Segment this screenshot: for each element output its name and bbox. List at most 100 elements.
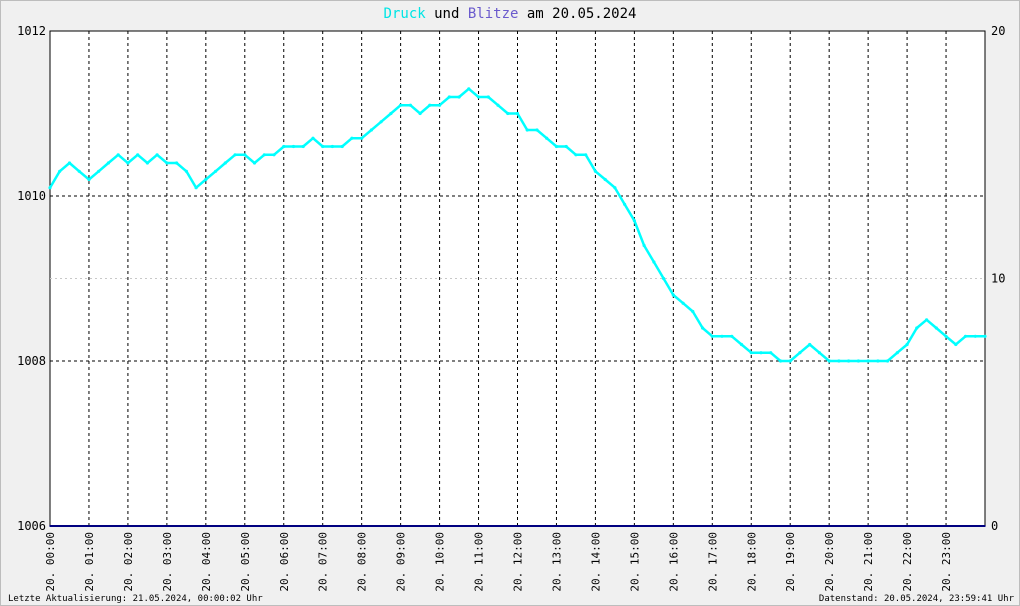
data-point-druck bbox=[954, 342, 958, 347]
data-point-druck bbox=[428, 103, 432, 107]
data-point-druck bbox=[48, 186, 52, 190]
chart-title: Druck und Blitze am 20.05.2024 bbox=[384, 6, 637, 22]
data-point-druck bbox=[681, 301, 685, 305]
x-tick-label: 20. 22:00 bbox=[901, 532, 914, 592]
data-point-druck bbox=[321, 144, 325, 149]
data-point-druck bbox=[77, 169, 81, 173]
data-point-druck bbox=[564, 144, 568, 149]
data-point-druck bbox=[671, 293, 675, 297]
x-tick-label: 20. 10:00 bbox=[434, 532, 447, 592]
data-point-druck bbox=[58, 169, 62, 173]
data-point-druck bbox=[662, 276, 666, 281]
data-point-druck bbox=[175, 161, 179, 165]
data-point-druck bbox=[642, 243, 646, 248]
data-point-druck bbox=[145, 161, 149, 165]
data-point-druck bbox=[798, 351, 802, 355]
data-point-druck bbox=[769, 351, 773, 355]
grid-lines bbox=[50, 31, 985, 526]
x-tick-label: 20. 23:00 bbox=[940, 532, 953, 592]
data-point-druck bbox=[739, 342, 744, 347]
title-part-3: am 20.05.2024 bbox=[518, 6, 636, 22]
data-point-druck bbox=[116, 153, 120, 157]
data-point-druck bbox=[730, 334, 734, 338]
data-point-druck bbox=[165, 161, 169, 165]
data-point-druck bbox=[749, 351, 753, 355]
y-right-tick-label: 10 bbox=[991, 272, 1005, 286]
data-point-druck bbox=[584, 153, 588, 157]
data-point-druck bbox=[973, 334, 977, 338]
data-point-druck bbox=[136, 153, 140, 157]
data-point-druck bbox=[272, 153, 276, 157]
data-point-druck bbox=[525, 128, 529, 132]
data-point-druck bbox=[496, 103, 500, 107]
data-point-druck bbox=[243, 153, 247, 157]
y-left-tick-label: 1006 bbox=[17, 519, 46, 533]
data-point-druck bbox=[963, 334, 968, 338]
data-point-druck bbox=[574, 153, 578, 157]
data-point-druck bbox=[438, 103, 442, 107]
data-point-druck bbox=[856, 359, 861, 363]
data-point-druck bbox=[194, 186, 198, 190]
data-point-druck bbox=[291, 144, 296, 149]
data-point-druck bbox=[330, 144, 334, 149]
data-point-blitze bbox=[49, 525, 51, 527]
footer-left: Letzte Aktualisierung: 21.05.2024, 00:00… bbox=[8, 594, 263, 604]
y-left-tick-label: 1008 bbox=[17, 354, 46, 368]
data-point-druck bbox=[301, 144, 305, 149]
data-point-druck bbox=[476, 95, 481, 99]
data-point-druck bbox=[360, 136, 364, 140]
x-tick-label: 20. 16:00 bbox=[667, 532, 680, 592]
title-part-1: und bbox=[426, 6, 468, 22]
data-point-druck bbox=[983, 334, 987, 338]
x-tick-label: 20. 09:00 bbox=[395, 532, 408, 592]
x-tick-label: 20. 12:00 bbox=[512, 532, 525, 592]
data-point-druck bbox=[340, 144, 344, 149]
data-point-druck bbox=[447, 95, 451, 99]
data-point-druck bbox=[379, 120, 383, 124]
x-tick-label: 20. 00:00 bbox=[44, 532, 57, 592]
data-point-druck bbox=[593, 169, 598, 173]
y-right-tick-label: 20 bbox=[991, 24, 1005, 38]
data-point-druck bbox=[262, 153, 266, 157]
data-point-druck bbox=[759, 351, 763, 355]
x-tick-label: 20. 14:00 bbox=[589, 532, 602, 592]
data-point-druck bbox=[778, 359, 783, 363]
data-point-druck bbox=[827, 359, 831, 363]
data-point-druck bbox=[944, 334, 948, 338]
data-point-druck bbox=[915, 326, 919, 330]
x-tick-label: 20. 06:00 bbox=[278, 532, 291, 592]
x-tick-label: 20. 02:00 bbox=[122, 532, 135, 592]
data-point-druck bbox=[808, 342, 812, 347]
data-point-druck bbox=[369, 128, 373, 132]
data-point-druck bbox=[701, 326, 705, 330]
data-point-druck bbox=[506, 111, 510, 116]
data-point-druck bbox=[252, 161, 257, 165]
data-point-druck bbox=[311, 136, 315, 140]
data-point-druck bbox=[67, 161, 72, 165]
data-point-druck bbox=[106, 161, 110, 165]
x-tick-label: 20. 03:00 bbox=[161, 532, 174, 592]
data-point-blitze bbox=[984, 525, 986, 527]
data-point-druck bbox=[876, 359, 880, 363]
data-point-druck bbox=[184, 169, 188, 173]
data-point-druck bbox=[613, 186, 617, 190]
x-tick-label: 20. 18:00 bbox=[745, 532, 758, 592]
data-point-druck bbox=[126, 161, 130, 165]
x-tick-label: 20. 05:00 bbox=[239, 532, 252, 592]
data-point-druck bbox=[925, 318, 929, 322]
x-tick-label: 20. 01:00 bbox=[83, 532, 96, 592]
data-point-druck bbox=[788, 359, 792, 363]
data-point-druck bbox=[408, 103, 412, 107]
axes: 20. 00:00 20. 01:00 20. 02:00 20. 03:00 20. … bbox=[17, 24, 1005, 592]
data-point-druck bbox=[350, 136, 354, 140]
data-point-druck bbox=[632, 219, 637, 223]
data-point-druck bbox=[720, 334, 724, 338]
data-point-druck bbox=[817, 351, 822, 355]
data-point-druck bbox=[710, 334, 714, 338]
data-point-druck bbox=[457, 95, 461, 99]
data-point-druck bbox=[204, 177, 208, 182]
data-point-druck bbox=[837, 359, 841, 363]
data-point-druck bbox=[515, 111, 520, 116]
